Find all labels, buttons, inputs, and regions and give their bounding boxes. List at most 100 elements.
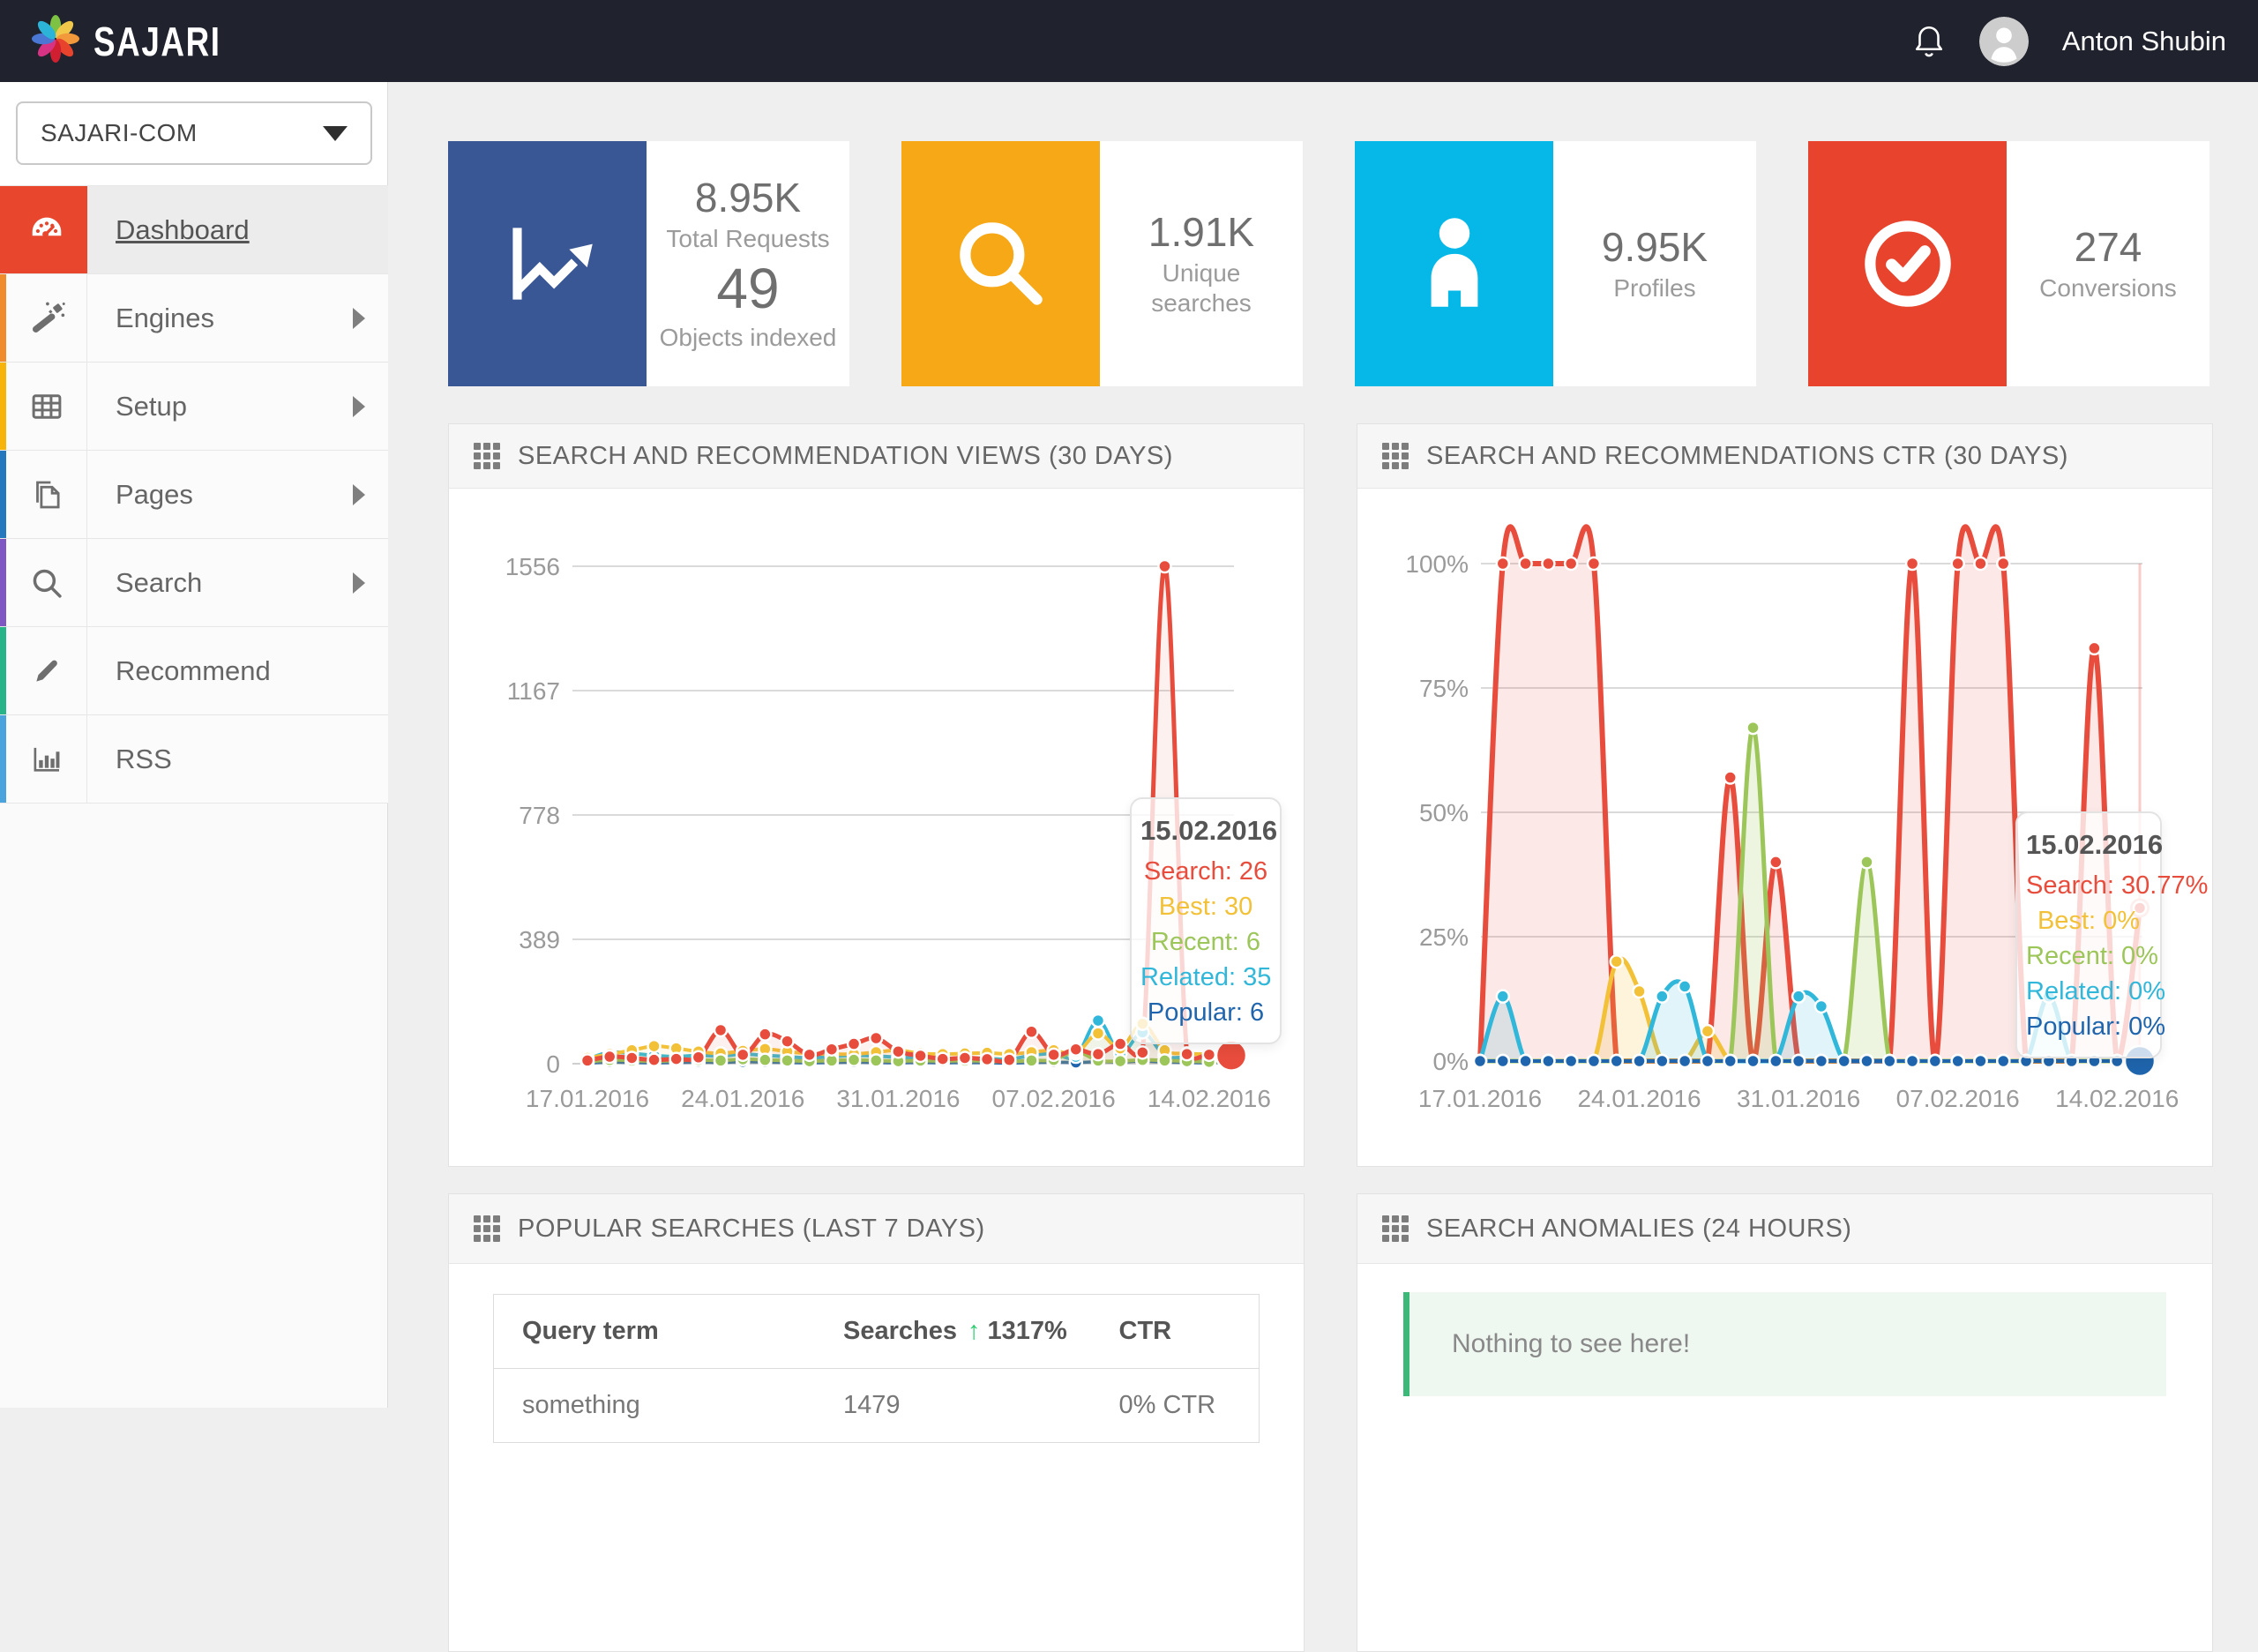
panel-ctr-chart: SEARCH AND RECOMMENDATIONS CTR (30 DAYS)…: [1357, 423, 2213, 1167]
avatar[interactable]: [1978, 16, 2029, 66]
query-term-cell: something: [522, 1391, 640, 1419]
color-strip: [0, 715, 6, 803]
svg-text:07.02.2016: 07.02.2016: [992, 1085, 1116, 1112]
stat-label: Profiles: [1613, 274, 1696, 302]
sidebar-menu: Dashboard Engines Setup Pages Search Recommen…: [0, 185, 388, 804]
color-strip: [0, 539, 6, 626]
svg-text:24.01.2016: 24.01.2016: [1577, 1085, 1701, 1112]
svg-text:14.02.2016: 14.02.2016: [1148, 1085, 1271, 1112]
project-selector[interactable]: SAJARI-COM: [16, 101, 372, 165]
bar-chart-icon: [6, 715, 87, 803]
panel-title: POPULAR SEARCHES (LAST 7 DAYS): [518, 1214, 985, 1243]
stat-card-conversions: 274 Conversions: [1808, 141, 2209, 386]
tooltip-row: Recent: 6: [1150, 928, 1261, 956]
tooltip-date: 15.02.2016: [1140, 815, 1278, 846]
sidebar-item-label: Engines: [87, 274, 388, 362]
brand[interactable]: SAJARI: [32, 15, 253, 67]
topbar-right: Anton Shubin: [1912, 16, 2226, 66]
chevron-right-icon: [353, 483, 365, 505]
stat-label: Conversions: [2039, 274, 2177, 302]
stat-value: 1.91K: [1148, 209, 1255, 255]
ctr-chart[interactable]: 0% 25% 50% 75% 100% 17.01.2016 24.01.2016 31.01…: [1357, 489, 2212, 1166]
tooltip-row: Best: 30: [1158, 893, 1253, 921]
svg-text:1556: 1556: [505, 553, 560, 580]
search-icon: [6, 539, 87, 626]
sidebar-item-search[interactable]: Search: [0, 539, 388, 627]
pencil-icon: [6, 627, 87, 714]
sajari-logo-icon: [32, 15, 79, 67]
svg-text:75%: 75%: [1419, 675, 1469, 702]
up-arrow-icon: ↑: [968, 1317, 981, 1345]
topbar: SAJARI Anton Shubin: [0, 0, 2258, 82]
stat-card-total-requests: 8.95K Total Requests 49 Objects indexed: [448, 141, 849, 386]
sidebar-item-pages[interactable]: Pages: [0, 451, 388, 539]
panel-views-chart: SEARCH AND RECOMMENDATION VIEWS (30 DAYS…: [448, 423, 1305, 1167]
table-header-row: Query term Searches ↑ 1317% CTR: [493, 1294, 1260, 1369]
svg-text:778: 778: [519, 802, 560, 829]
grid-icon: [474, 443, 500, 469]
user-name[interactable]: Anton Shubin: [2061, 25, 2226, 56]
sidebar-item-label: Recommend: [116, 654, 271, 686]
popular-searches-table: Query term Searches ↑ 1317% CTR something …: [493, 1294, 1260, 1443]
check-circle-icon: [1808, 141, 2007, 386]
svg-text:25%: 25%: [1419, 923, 1469, 951]
stat-card-unique-searches: 1.91K Unique searches: [901, 141, 1303, 386]
sidebar-item-recommend[interactable]: Recommend: [0, 627, 388, 715]
panel-title: SEARCH AND RECOMMENDATION VIEWS (30 DAYS…: [518, 441, 1173, 470]
panel-title: SEARCH AND RECOMMENDATIONS CTR (30 DAYS): [1426, 441, 2068, 470]
sidebar-item-rss[interactable]: RSS: [0, 715, 388, 804]
panel-header: POPULAR SEARCHES (LAST 7 DAYS): [449, 1194, 1304, 1264]
svg-text:0%: 0%: [1433, 1048, 1469, 1075]
grid-icon: [474, 1215, 500, 1242]
bell-icon[interactable]: [1912, 23, 1946, 60]
stat-value: 274: [2074, 224, 2142, 270]
panel-popular-searches: POPULAR SEARCHES (LAST 7 DAYS) Query ter…: [448, 1193, 1305, 1652]
svg-text:50%: 50%: [1419, 799, 1469, 826]
tooltip-row: Search: 30.77%: [2026, 871, 2209, 900]
grid-icon: [1382, 1215, 1409, 1242]
success-alert: Nothing to see here!: [1403, 1292, 2166, 1396]
sidebar-item-label: Search: [87, 539, 388, 626]
tooltip-row: Related: 0%: [2026, 977, 2165, 1005]
column-query-term: Query term: [493, 1294, 816, 1369]
sidebar-item-dashboard[interactable]: Dashboard: [0, 186, 388, 274]
wand-icon: [6, 274, 87, 362]
ctr-cell: 0% CTR: [1118, 1391, 1216, 1419]
search-icon: [901, 141, 1100, 386]
color-strip: [0, 627, 6, 714]
panel-header: SEARCH ANOMALIES (24 HOURS): [1357, 1194, 2212, 1264]
svg-text:07.02.2016: 07.02.2016: [1896, 1085, 2020, 1112]
stat-text: 8.95K Total Requests 49 Objects indexed: [647, 141, 849, 386]
tooltip-date: 15.02.2016: [2026, 829, 2164, 860]
svg-text:31.01.2016: 31.01.2016: [836, 1085, 960, 1112]
project-selector-value: SAJARI-COM: [41, 119, 198, 146]
stat-label: Objects indexed: [659, 324, 837, 351]
color-strip: [0, 274, 6, 362]
tooltip-row: Popular: 6: [1147, 998, 1265, 1027]
sidebar-item-label: Dashboard: [87, 186, 388, 273]
stat-label: Unique searches: [1151, 259, 1252, 317]
tooltip-row: Recent: 0%: [2026, 942, 2158, 970]
alert-message: Nothing to see here!: [1452, 1329, 1691, 1358]
color-strip: [0, 363, 6, 450]
grid-icon: [1382, 443, 1409, 469]
stat-card-profiles: 9.95K Profiles: [1355, 141, 1756, 386]
sidebar-item-label: RSS: [116, 743, 172, 774]
tooltip-row: Popular: 0%: [2026, 1013, 2165, 1041]
sidebar-item-engines[interactable]: Engines: [0, 274, 388, 363]
sidebar-item-setup[interactable]: Setup: [0, 363, 388, 451]
searches-delta: 1317%: [987, 1317, 1067, 1345]
stat-value: 9.95K: [1601, 224, 1708, 270]
color-strip: [0, 451, 6, 538]
chevron-right-icon: [353, 572, 365, 594]
panel-title: SEARCH ANOMALIES (24 HOURS): [1426, 1214, 1852, 1243]
stat-text: 1.91K Unique searches: [1100, 141, 1303, 386]
views-chart[interactable]: 0 389 778 1167 1556 17.01.2016 24.01.2016 31.01…: [449, 489, 1304, 1166]
chevron-right-icon: [353, 395, 365, 417]
sidebar-top: SAJARI-COM: [0, 82, 387, 185]
table-icon: [6, 363, 87, 450]
column-searches: Searches ↑ 1317%: [815, 1294, 1091, 1369]
table-row[interactable]: something 1479 0% CTR: [494, 1369, 1260, 1443]
stats-row: 8.95K Total Requests 49 Objects indexed 1.91…: [448, 141, 2209, 386]
svg-text:24.01.2016: 24.01.2016: [681, 1085, 804, 1112]
